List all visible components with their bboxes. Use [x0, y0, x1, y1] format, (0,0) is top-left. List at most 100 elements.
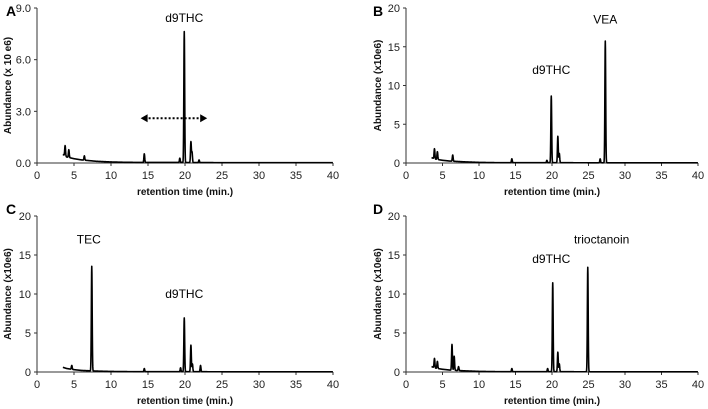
peak-point — [550, 95, 552, 97]
x-tick-label: 5 — [439, 379, 445, 391]
peak-point — [452, 156, 454, 158]
peak-point — [83, 158, 85, 160]
x-tick-label: 5 — [439, 170, 445, 182]
peak-point — [557, 136, 559, 138]
y-tick-label: 5 — [394, 119, 400, 131]
x-tick-label: 15 — [509, 379, 521, 391]
peak-point — [179, 367, 182, 369]
peak-point — [558, 153, 560, 155]
peak-point — [547, 368, 549, 370]
peak-annotation: TEC — [77, 232, 101, 246]
x-tick-label: 0 — [34, 379, 40, 391]
y-tick-label: 0 — [394, 367, 400, 379]
peak-point — [433, 362, 436, 364]
chart-panel-a: A 0 5 10 15 20 25 30 35 40 0.0 3.0 6.0 9.0 retention t… — [3, 3, 339, 198]
x-tick-label: 5 — [71, 379, 77, 391]
x-tick-label: 40 — [692, 170, 704, 182]
x-tick-label: 10 — [473, 379, 485, 391]
y-tick-label: 0 — [25, 367, 31, 379]
chromatogram-trace — [430, 266, 699, 373]
x-tick-label: 10 — [105, 170, 117, 182]
x-tick-label: 15 — [142, 379, 154, 391]
peak-point — [453, 357, 455, 359]
chart-panel-c: C 0 5 10 15 20 25 30 35 40 0 5 10 15 20 retention time … — [3, 201, 339, 407]
x-tick-label: 35 — [290, 170, 302, 182]
panel-label: B — [373, 3, 383, 19]
y-tick-label: 3.0 — [16, 106, 31, 118]
x-tick-label: 35 — [655, 379, 667, 391]
panel-label: C — [6, 201, 16, 217]
peak-point — [599, 158, 601, 160]
x-tick-label: 20 — [546, 379, 558, 391]
y-tick-label: 15 — [388, 250, 400, 262]
peak-annotation: trioctanoin — [574, 232, 629, 246]
x-tick-label: 10 — [105, 379, 117, 391]
x-tick-label: 35 — [655, 170, 667, 182]
peak-point — [190, 141, 192, 143]
peak-point — [558, 363, 560, 365]
x-tick-label: 30 — [619, 170, 631, 182]
y-tick-label: 20 — [388, 211, 400, 223]
chromatogram-trace — [62, 30, 334, 164]
peak-point — [511, 158, 513, 160]
y-axis-title: Abundance (x10e6) — [373, 248, 384, 340]
chromatogram-trace — [62, 265, 334, 373]
y-tick-label: 10 — [388, 289, 400, 301]
y-tick-label: 15 — [19, 250, 31, 262]
peak-point — [143, 368, 145, 370]
x-tick-label: 25 — [216, 379, 228, 391]
panel-label: D — [373, 201, 383, 217]
x-tick-label: 40 — [692, 379, 704, 391]
peak-point — [68, 154, 70, 156]
y-tick-label: 15 — [388, 42, 400, 54]
x-tick-label: 5 — [71, 170, 77, 182]
peak-point — [557, 351, 559, 354]
x-axis-title: retention time (min.) — [504, 396, 600, 407]
x-tick-label: 15 — [142, 170, 154, 182]
y-tick-label: 0.0 — [16, 158, 31, 170]
chart-panel-d: D 0 5 10 15 20 25 30 35 40 0 5 10 15 20 retention time … — [373, 201, 704, 407]
peak-point — [552, 282, 554, 284]
x-tick-label: 40 — [327, 379, 339, 391]
x-tick-label: 30 — [253, 379, 265, 391]
peak-annotation: d9THC — [532, 63, 570, 77]
x-tick-label: 0 — [403, 379, 409, 391]
peak-point — [183, 317, 185, 319]
retention-window-arrow — [140, 114, 208, 123]
x-tick-label: 30 — [253, 170, 265, 182]
y-tick-label: 20 — [19, 211, 31, 223]
x-tick-label: 25 — [582, 379, 594, 391]
x-tick-label: 15 — [509, 170, 521, 182]
y-tick-label: 20 — [388, 3, 400, 15]
x-tick-label: 0 — [403, 170, 409, 182]
peak-annotation: VEA — [593, 13, 617, 27]
chart-panel-b: B 0 5 10 15 20 25 30 35 40 0 5 10 15 20 retention time … — [373, 3, 704, 198]
y-axis-title: Abundance (x10e6) — [3, 248, 14, 340]
y-tick-label: 10 — [388, 81, 400, 93]
y-tick-label: 0 — [394, 158, 400, 170]
peak-point — [191, 363, 193, 365]
peak-point — [64, 152, 66, 154]
x-tick-label: 10 — [473, 170, 485, 182]
peak-point — [436, 364, 438, 366]
peak-point — [457, 367, 460, 369]
peak-point — [190, 344, 192, 347]
x-tick-label: 25 — [582, 170, 594, 182]
y-tick-label: 6.0 — [16, 55, 31, 67]
peak-point — [198, 159, 200, 162]
peak-annotation: d9THC — [532, 252, 570, 266]
peak-point — [433, 152, 436, 154]
panel-label: A — [6, 3, 16, 19]
x-axis-title: retention time (min.) — [137, 396, 233, 407]
y-axis-title: Abundance (x 10 e6) — [3, 37, 14, 134]
x-tick-label: 25 — [216, 170, 228, 182]
x-axis-title: retention time (min.) — [137, 187, 233, 198]
x-tick-label: 0 — [34, 170, 40, 182]
peak-point — [436, 154, 438, 156]
peak-point — [71, 367, 73, 369]
x-tick-label: 20 — [179, 379, 191, 391]
x-axis-title: retention time (min.) — [504, 187, 600, 198]
peak-point — [91, 266, 93, 269]
y-tick-label: 10 — [19, 289, 31, 301]
x-tick-label: 35 — [290, 379, 302, 391]
